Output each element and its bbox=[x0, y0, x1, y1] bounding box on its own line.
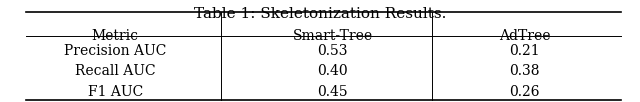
Text: Smart-Tree: Smart-Tree bbox=[292, 29, 373, 43]
Text: AdTree: AdTree bbox=[499, 29, 550, 43]
Text: Precision AUC: Precision AUC bbox=[64, 44, 166, 58]
Text: Metric: Metric bbox=[92, 29, 139, 43]
Text: 0.45: 0.45 bbox=[317, 85, 348, 99]
Text: F1 AUC: F1 AUC bbox=[88, 85, 143, 99]
Text: 0.38: 0.38 bbox=[509, 64, 540, 78]
Text: Table 1: Skeletonization Results.: Table 1: Skeletonization Results. bbox=[194, 7, 446, 21]
Text: 0.40: 0.40 bbox=[317, 64, 348, 78]
Text: 0.26: 0.26 bbox=[509, 85, 540, 99]
Text: 0.53: 0.53 bbox=[317, 44, 348, 58]
Text: Recall AUC: Recall AUC bbox=[75, 64, 156, 78]
Text: 0.21: 0.21 bbox=[509, 44, 540, 58]
